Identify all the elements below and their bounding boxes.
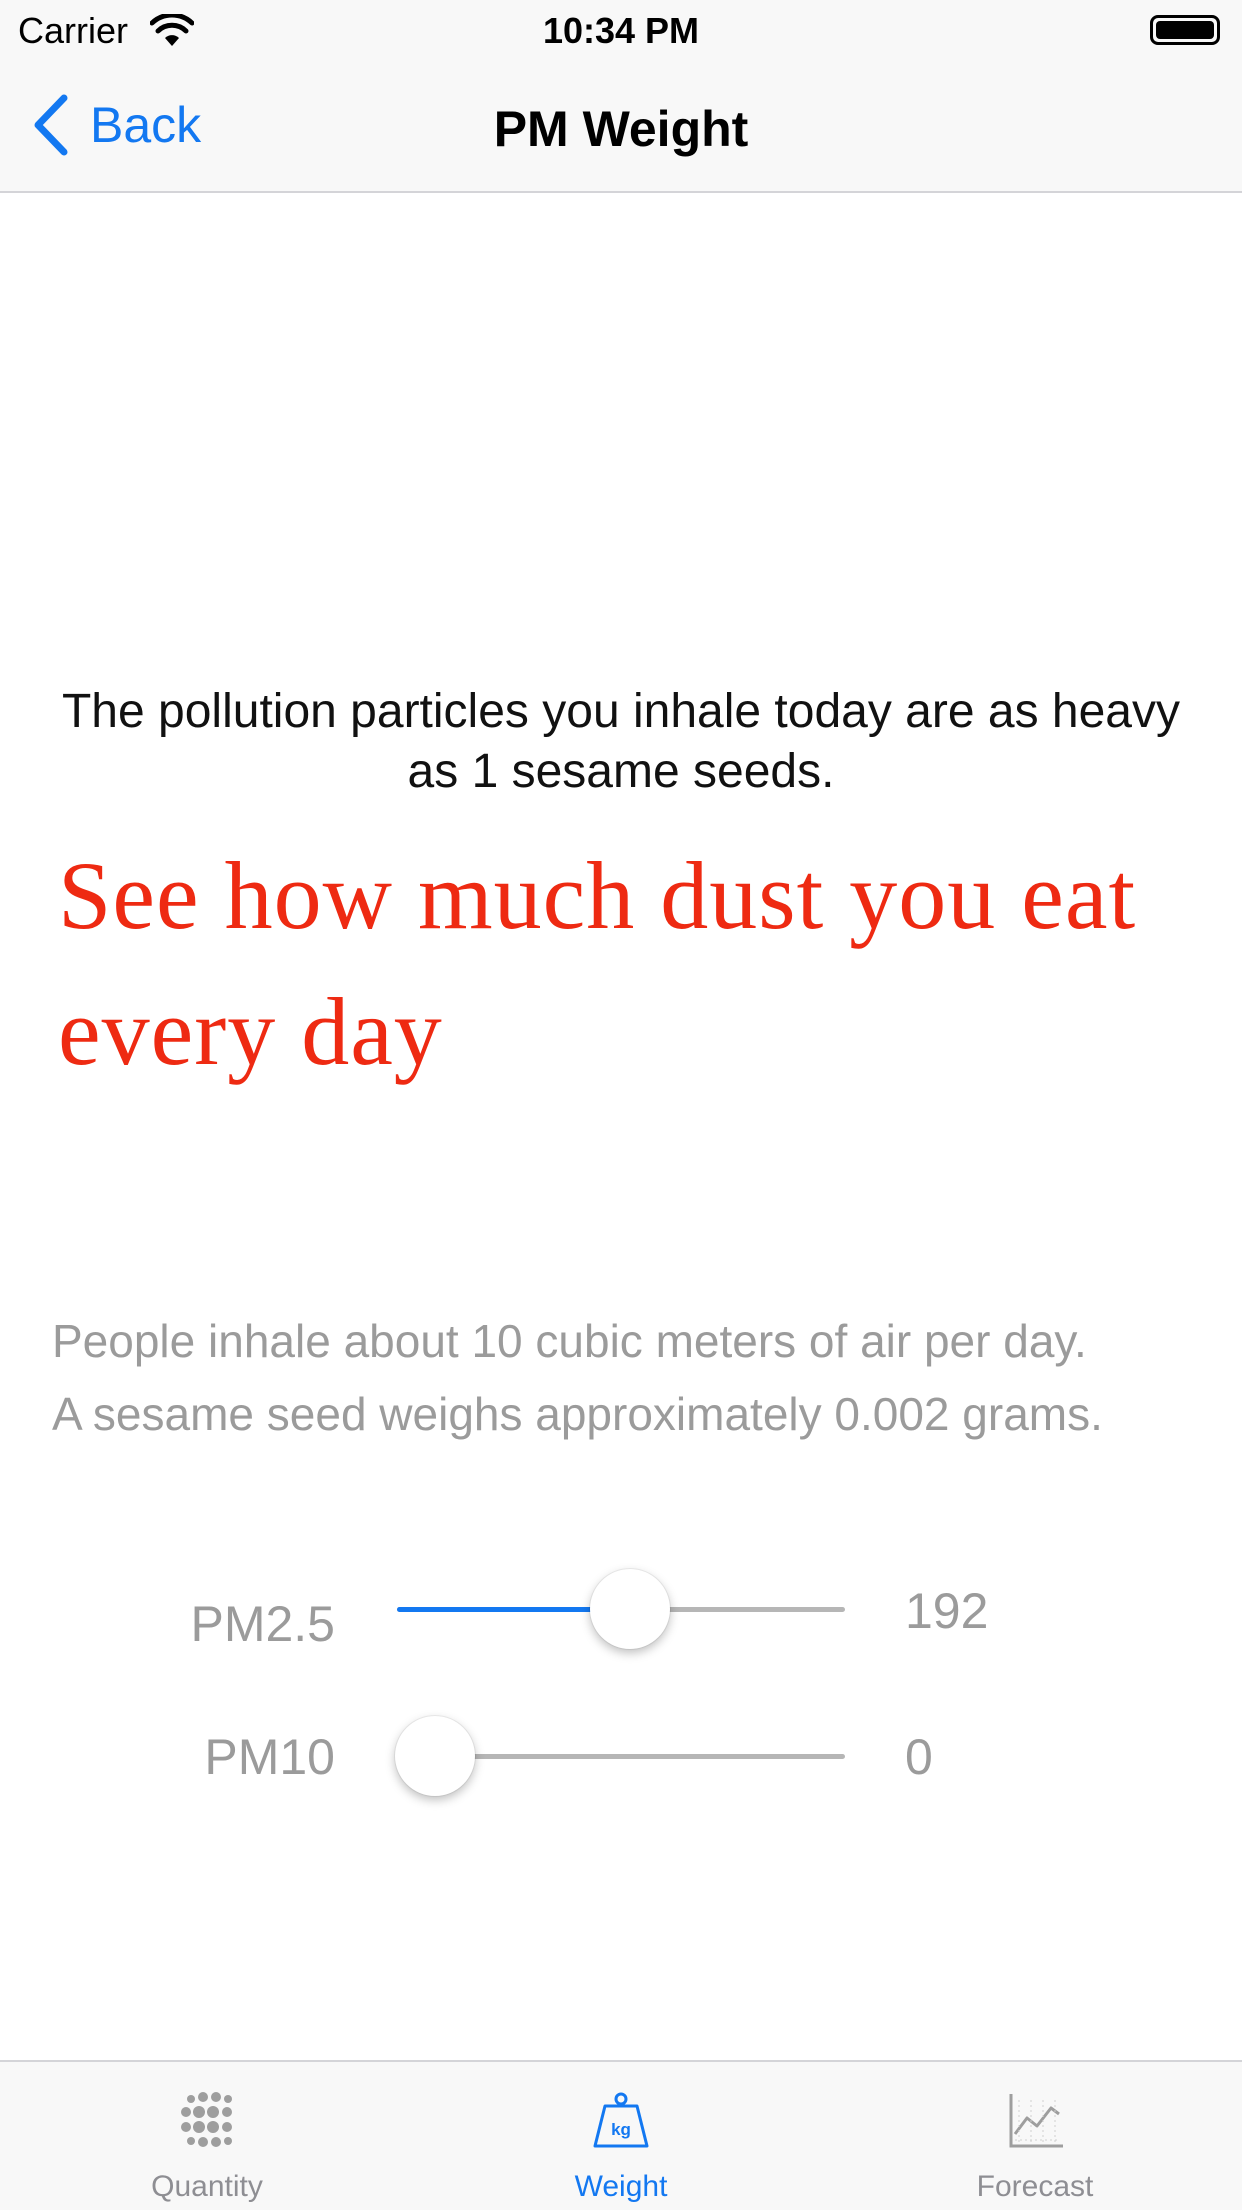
info-line-2: A sesame seed weighs approximately 0.002… bbox=[52, 1388, 1103, 1440]
tab-weight[interactable]: kg Weight bbox=[414, 2062, 828, 2210]
pm10-slider-thumb[interactable] bbox=[395, 1716, 475, 1796]
back-label: Back bbox=[90, 97, 202, 153]
page-title: PM Weight bbox=[493, 101, 749, 157]
carrier-label: Carrier bbox=[18, 10, 129, 51]
info-line-1: People inhale about 10 cubic meters of a… bbox=[52, 1315, 1087, 1367]
pm10-label: PM10 bbox=[204, 1729, 335, 1785]
status-time: 10:34 PM bbox=[542, 10, 700, 51]
tab-forecast[interactable]: Forecast bbox=[828, 2062, 1242, 2210]
back-button[interactable]: Back bbox=[30, 90, 201, 160]
status-bar: Carrier 10:34 PM bbox=[0, 0, 1242, 60]
wifi-icon bbox=[150, 14, 194, 46]
pm10-value: 0 bbox=[905, 1729, 933, 1785]
tab-forecast-label: Forecast bbox=[976, 2170, 1094, 2203]
result-line-1: The pollution particles you inhale today… bbox=[61, 685, 1180, 738]
pm25-value: 192 bbox=[905, 1583, 989, 1639]
pm10-slider-track[interactable] bbox=[397, 1754, 845, 1759]
info-text: People inhale about 10 cubic meters of a… bbox=[52, 1305, 1242, 1451]
promo-text: See how much dust you eat every day bbox=[58, 828, 1208, 1100]
pm25-label: PM2.5 bbox=[190, 1596, 335, 1652]
tab-quantity[interactable]: Quantity bbox=[0, 2062, 414, 2210]
svg-text:kg: kg bbox=[611, 2120, 631, 2139]
promo-line-1: See how much dust you eat bbox=[58, 842, 1137, 949]
navigation-bar: Back PM Weight bbox=[0, 60, 1242, 193]
tab-bar: Quantity kg Weight Forecast bbox=[0, 2060, 1242, 2210]
result-text: The pollution particles you inhale today… bbox=[0, 682, 1242, 802]
chevron-left-icon bbox=[34, 94, 68, 156]
promo-line-2: every day bbox=[58, 978, 443, 1085]
battery-nub bbox=[1150, 15, 1220, 45]
dots-grid-icon bbox=[181, 2092, 232, 2147]
tab-quantity-label: Quantity bbox=[151, 2170, 263, 2203]
pm25-slider-thumb[interactable] bbox=[589, 1569, 670, 1649]
kg-weight-icon: kg bbox=[593, 2092, 649, 2148]
tab-weight-label: Weight bbox=[574, 2170, 668, 2203]
line-chart-icon bbox=[1009, 2094, 1063, 2148]
battery-icon bbox=[1150, 15, 1220, 45]
result-line-2: as 1 sesame seeds. bbox=[407, 745, 835, 798]
pm25-slider-fill bbox=[397, 1607, 630, 1612]
